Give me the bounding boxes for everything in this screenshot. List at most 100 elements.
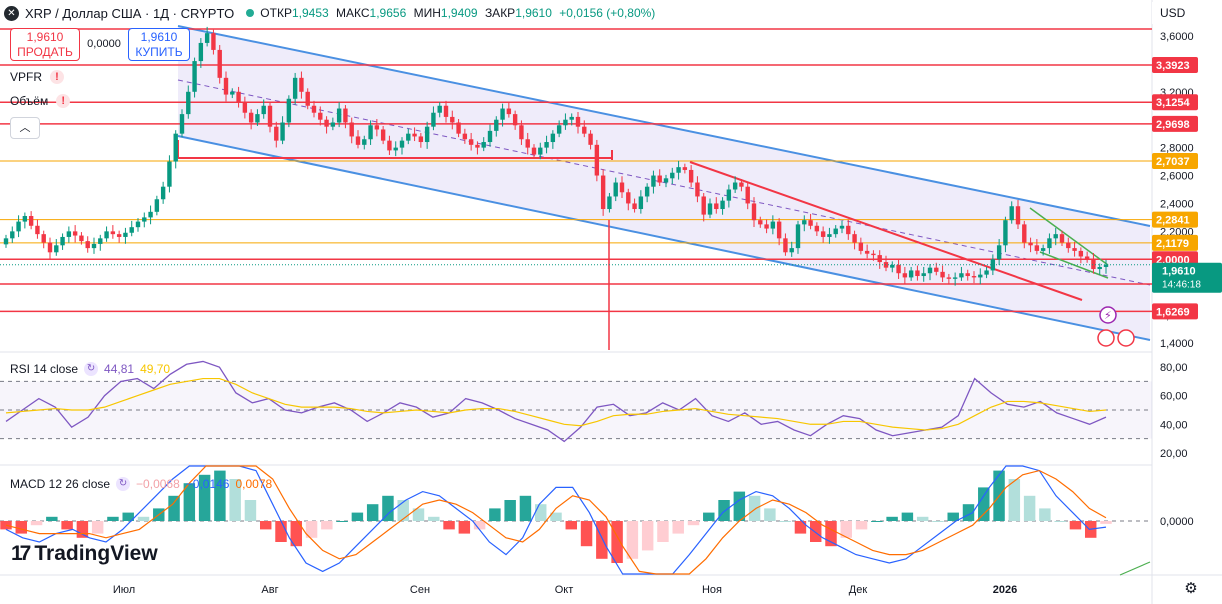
macd-histogram-bar — [733, 491, 746, 521]
macd-legend[interactable]: MACD 12 26 close ↻ −0,0068 −0,0146 0,007… — [10, 477, 272, 491]
currency-selector[interactable]: USD — [1152, 2, 1218, 24]
sell-button[interactable]: 1,9610 ПРОДАТЬ — [10, 28, 80, 61]
macd-histogram-bar — [91, 521, 104, 534]
level-price-tag — [1152, 211, 1198, 228]
candle-body — [512, 114, 518, 126]
candle-body — [915, 270, 920, 277]
macd-histogram-bar — [932, 521, 944, 522]
rsi-line — [5, 360, 1107, 443]
candle-body — [563, 119, 568, 126]
candle-body — [871, 253, 876, 256]
symbol-title[interactable]: XRP / Доллар США · 1Д · CRYPTO — [25, 5, 235, 21]
candle-body — [732, 182, 738, 190]
rsi-tick-label: 60,00 — [1160, 391, 1188, 403]
tradingview-logo[interactable]: 17 TradingView — [11, 542, 158, 566]
macd-histogram-bar — [855, 521, 868, 530]
warning-icon[interactable]: ! — [50, 70, 65, 84]
indicator-vpfr[interactable]: VPFR ! — [10, 70, 65, 84]
candle-body — [343, 108, 348, 123]
candle-body — [154, 199, 160, 212]
buy-button[interactable]: 1,9610 КУПИТЬ — [128, 28, 190, 61]
candle-body — [588, 133, 593, 145]
countdown-label: 14:46:18 — [1162, 280, 1201, 291]
macd-histogram-bar — [198, 474, 211, 521]
cycle-icon[interactable]: ↻ — [84, 362, 99, 376]
candle-body — [217, 49, 222, 78]
candle-body — [946, 277, 952, 279]
rsi-value: 44,81 — [104, 362, 135, 376]
price-tick-label: 2,8000 — [1160, 143, 1194, 155]
candle-body — [663, 178, 669, 183]
candle-body — [236, 91, 241, 103]
level-price-label: 2,1179 — [1156, 238, 1189, 250]
time-tick-label: Окт — [555, 584, 574, 596]
candle-body — [820, 231, 826, 237]
macd-hist-value: −0,0068 — [136, 477, 180, 491]
candle-body — [688, 169, 694, 183]
collapse-indicators-button[interactable]: ︿ — [10, 117, 40, 139]
candle-body — [594, 144, 600, 176]
candle-body — [311, 105, 317, 113]
candle-body — [1103, 264, 1109, 267]
macd-label: MACD 12 26 close — [10, 477, 111, 491]
open-value: 1,9453 — [291, 6, 329, 20]
candle-body — [607, 196, 612, 210]
candle-body — [600, 175, 606, 210]
time-tick-label: Ноя — [702, 584, 722, 596]
settings-gear-icon[interactable]: ⚙ — [1184, 580, 1198, 597]
candle-body — [437, 105, 442, 113]
candle-body — [726, 189, 732, 201]
candle-body — [305, 91, 310, 106]
x-icon: ✕ — [4, 5, 19, 21]
candle-body — [927, 267, 933, 274]
candle-body — [575, 116, 581, 127]
candle-body — [720, 200, 725, 210]
candle-body — [1040, 248, 1046, 251]
candle-body — [160, 186, 166, 200]
candle-body — [839, 225, 845, 229]
candle-body — [60, 236, 65, 246]
warning-icon[interactable]: ! — [56, 94, 71, 108]
high-label: МАКС — [336, 6, 370, 20]
candle-body — [921, 273, 926, 277]
rsi-tick-label: 80,00 — [1160, 362, 1188, 374]
sell-price: 1,9610 — [26, 30, 64, 44]
candle-body — [908, 270, 914, 278]
candle-body — [167, 161, 172, 187]
last-price-tag — [1152, 262, 1222, 293]
candle-body — [406, 133, 411, 141]
candle-body — [833, 228, 838, 235]
descending-trendline — [689, 161, 1083, 301]
cycle-icon[interactable]: ↻ — [116, 477, 131, 491]
macd-histogram-bar — [137, 516, 150, 521]
high-value: 1,9656 — [369, 6, 407, 20]
candle-body — [902, 273, 908, 278]
candle-body — [814, 225, 820, 232]
candle-body — [494, 119, 499, 131]
time-tick-label: Дек — [849, 584, 868, 596]
candle-body — [1072, 248, 1077, 251]
candle-body — [990, 259, 996, 271]
us-flag-event-icon — [1097, 329, 1115, 347]
candle-body — [544, 142, 549, 148]
macd-histogram-bar — [1069, 521, 1082, 530]
candle-body — [198, 42, 204, 62]
rsi-legend[interactable]: RSI 14 close ↻ 44,81 49,70 — [10, 362, 170, 376]
candle-body — [47, 242, 53, 253]
candle-body — [525, 139, 530, 148]
candle-body — [192, 61, 197, 92]
time-tick-label: Авг — [261, 584, 278, 596]
candle-body — [613, 182, 618, 197]
candle-body — [934, 267, 939, 272]
spread-value: 0,0000 — [87, 38, 121, 50]
candle-body — [173, 133, 178, 162]
indicator-volume[interactable]: Объём ! — [10, 94, 71, 108]
price-tick-label: 2,6000 — [1160, 171, 1194, 183]
macd-histogram-bar — [687, 521, 700, 526]
rsi-label: RSI 14 close — [10, 362, 79, 376]
level-price-label: 1,6269 — [1156, 306, 1190, 318]
macd-histogram-bar — [15, 521, 28, 534]
vpfr-label: VPFR — [10, 70, 43, 84]
macd-histogram-bar — [489, 508, 501, 521]
